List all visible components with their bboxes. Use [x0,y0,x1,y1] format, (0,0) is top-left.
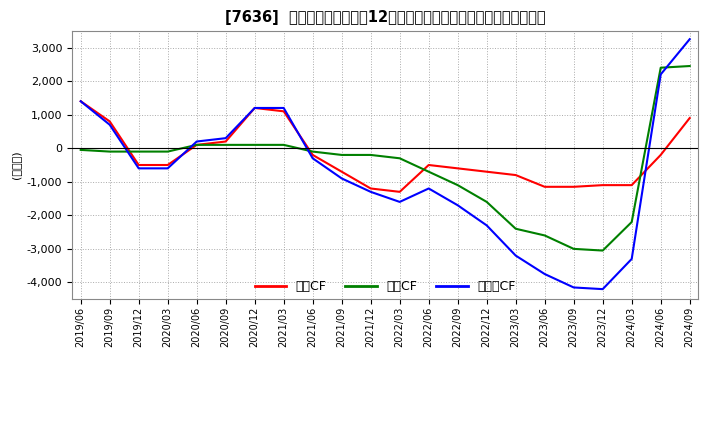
フリーCF [598,286,607,292]
投資CF [657,65,665,70]
営業CF [135,162,143,168]
投資CF [366,152,375,158]
フリーCF [511,253,520,258]
営業CF [482,169,491,174]
フリーCF [570,285,578,290]
Line: フリーCF: フリーCF [81,39,690,289]
営業CF [511,172,520,178]
営業CF [395,189,404,194]
フリーCF [192,139,201,144]
フリーCF [135,166,143,171]
Line: 投資CF: 投資CF [81,66,690,250]
フリーCF [627,256,636,261]
投資CF [541,233,549,238]
フリーCF [251,105,259,110]
営業CF [424,162,433,168]
投資CF [76,147,85,153]
投資CF [251,142,259,147]
営業CF [105,119,114,124]
Legend: 営業CF, 投資CF, フリーCF: 営業CF, 投資CF, フリーCF [250,275,521,298]
営業CF [163,162,172,168]
営業CF [541,184,549,190]
フリーCF [76,99,85,104]
フリーCF [685,37,694,42]
フリーCF [395,199,404,205]
フリーCF [279,105,288,110]
投資CF [511,226,520,231]
フリーCF [424,186,433,191]
投資CF [163,149,172,154]
フリーCF [221,136,230,141]
投資CF [424,169,433,174]
投資CF [482,199,491,205]
投資CF [570,246,578,252]
投資CF [454,183,462,188]
フリーCF [482,223,491,228]
営業CF [279,109,288,114]
フリーCF [541,271,549,277]
営業CF [366,186,375,191]
営業CF [308,152,317,158]
Line: 営業CF: 営業CF [81,101,690,192]
投資CF [338,152,346,158]
フリーCF [338,176,346,181]
営業CF [685,115,694,121]
営業CF [657,152,665,158]
フリーCF [454,202,462,208]
営業CF [338,169,346,174]
投資CF [627,220,636,225]
投資CF [598,248,607,253]
フリーCF [657,72,665,77]
投資CF [221,142,230,147]
投資CF [685,63,694,69]
営業CF [627,183,636,188]
営業CF [251,105,259,110]
営業CF [570,184,578,190]
フリーCF [105,122,114,128]
投資CF [279,142,288,147]
フリーCF [163,166,172,171]
営業CF [221,139,230,144]
投資CF [395,156,404,161]
営業CF [598,183,607,188]
投資CF [192,142,201,147]
投資CF [308,149,317,154]
Title: [7636]  キャッシュフローの12か月移動合計の対前年同期増減額の推移: [7636] キャッシュフローの12か月移動合計の対前年同期増減額の推移 [225,11,546,26]
営業CF [76,99,85,104]
営業CF [192,142,201,147]
営業CF [454,166,462,171]
フリーCF [366,189,375,194]
投資CF [135,149,143,154]
Y-axis label: (百万円): (百万円) [11,150,21,180]
フリーCF [308,156,317,161]
投資CF [105,149,114,154]
